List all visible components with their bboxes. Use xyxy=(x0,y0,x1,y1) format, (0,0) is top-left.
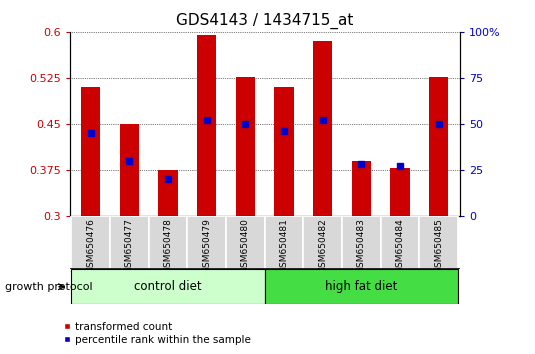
Bar xyxy=(274,87,294,216)
Text: GSM650479: GSM650479 xyxy=(202,218,211,274)
Bar xyxy=(120,124,139,216)
Bar xyxy=(236,77,255,216)
Text: GSM650476: GSM650476 xyxy=(86,218,95,274)
Text: GSM650483: GSM650483 xyxy=(357,218,366,274)
Bar xyxy=(187,216,226,269)
Title: GDS4143 / 1434715_at: GDS4143 / 1434715_at xyxy=(176,13,354,29)
Bar xyxy=(81,87,101,216)
Text: high fat diet: high fat diet xyxy=(325,280,398,293)
Text: GSM650485: GSM650485 xyxy=(434,218,444,274)
Bar xyxy=(313,41,332,216)
Text: GSM650480: GSM650480 xyxy=(241,218,250,274)
Bar xyxy=(419,216,458,269)
Text: growth protocol: growth protocol xyxy=(5,282,93,292)
Bar xyxy=(149,216,187,269)
Bar xyxy=(342,216,381,269)
Bar xyxy=(391,168,410,216)
Bar xyxy=(381,216,419,269)
Text: GSM650484: GSM650484 xyxy=(396,218,404,273)
Bar xyxy=(158,170,178,216)
Text: GSM650477: GSM650477 xyxy=(125,218,134,274)
Bar xyxy=(265,269,458,304)
Legend: transformed count, percentile rank within the sample: transformed count, percentile rank withi… xyxy=(59,317,255,349)
Bar xyxy=(226,216,265,269)
Bar xyxy=(352,161,371,216)
Text: GSM650481: GSM650481 xyxy=(280,218,289,274)
Text: GSM650478: GSM650478 xyxy=(164,218,173,274)
Bar xyxy=(110,216,149,269)
Bar xyxy=(72,216,110,269)
Bar xyxy=(265,216,303,269)
Bar xyxy=(197,35,217,216)
Text: GSM650482: GSM650482 xyxy=(318,218,327,273)
Bar xyxy=(429,77,448,216)
Bar xyxy=(72,269,265,304)
Bar xyxy=(303,216,342,269)
Text: control diet: control diet xyxy=(134,280,202,293)
